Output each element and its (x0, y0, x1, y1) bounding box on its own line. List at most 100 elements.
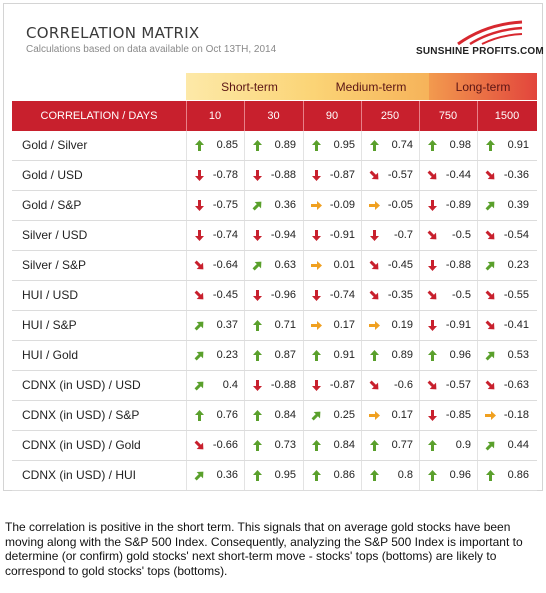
correlation-cell: -0.36 (477, 161, 535, 190)
cell-divider (303, 311, 304, 340)
trend-arrow-downright-icon (427, 230, 437, 240)
correlation-value: 0.96 (449, 469, 471, 481)
cell-divider (244, 401, 245, 430)
trend-arrow-flat-icon (369, 201, 380, 210)
correlation-cell: 0.63 (244, 251, 302, 280)
cell-divider (477, 311, 478, 340)
correlation-value: 0.73 (274, 439, 296, 451)
cell-divider (186, 191, 187, 220)
trend-arrow-up-icon (428, 140, 437, 151)
correlation-cell: 0.86 (477, 461, 535, 490)
row-label: Gold / Silver (22, 138, 88, 152)
trend-arrow-up-icon (486, 140, 495, 151)
cell-divider (244, 161, 245, 190)
correlation-value: 0.85 (216, 139, 238, 151)
trend-arrow-upright-icon (485, 201, 495, 211)
correlation-cell: -0.09 (303, 191, 361, 220)
correlation-cell: -0.54 (477, 221, 535, 250)
sunshine-profits-logo[interactable]: SUNSHINE PROFITS.COM (416, 20, 544, 64)
table-row: HUI / S&P 0.37 0.71 0.17 0.19 -0.91 -0.41 (12, 311, 537, 341)
cell-divider (477, 431, 478, 460)
header-divider (303, 101, 304, 131)
table-row: Gold / Silver 0.85 0.89 0.95 0.74 0.98 0.91 (12, 131, 537, 161)
correlation-value: 0.86 (507, 469, 529, 481)
correlation-value: 0.01 (333, 259, 355, 271)
correlation-cell: 0.95 (244, 461, 302, 490)
correlation-cell: 0.4 (186, 371, 244, 400)
trend-arrow-down-icon (312, 380, 321, 391)
correlation-value: -0.89 (445, 199, 471, 211)
trend-arrow-downright-icon (485, 320, 495, 330)
correlation-value: 0.98 (449, 139, 471, 151)
correlation-value: -0.45 (212, 289, 238, 301)
correlation-value: 0.19 (391, 319, 413, 331)
correlation-cell: -0.6 (361, 371, 419, 400)
cell-divider (186, 131, 187, 160)
correlation-cell: 0.23 (477, 251, 535, 280)
correlation-value: -0.75 (212, 199, 238, 211)
cell-divider (361, 401, 362, 430)
correlation-value: -0.87 (329, 169, 355, 181)
cell-divider (244, 221, 245, 250)
trend-arrow-upright-icon (485, 351, 495, 361)
cell-divider (244, 281, 245, 310)
correlation-cell: 0.84 (303, 431, 361, 460)
correlation-cell: 0.96 (419, 461, 477, 490)
header-divider (361, 101, 362, 131)
correlation-value: 0.37 (216, 319, 238, 331)
correlation-cell: 0.23 (186, 341, 244, 370)
trend-arrow-downright-icon (485, 170, 495, 180)
cell-divider (303, 251, 304, 280)
cell-divider (244, 251, 245, 280)
cell-divider (244, 431, 245, 460)
header-day-30: 30 (267, 110, 280, 122)
trend-arrow-downright-icon (485, 380, 495, 390)
trend-arrow-up-icon (195, 140, 204, 151)
trend-arrow-down-icon (253, 170, 262, 181)
cell-divider (244, 191, 245, 220)
cell-divider (477, 131, 478, 160)
row-label: HUI / USD (22, 288, 79, 302)
cell-divider (477, 401, 478, 430)
cell-divider (419, 341, 420, 370)
correlation-value: -0.91 (445, 319, 471, 331)
trend-arrow-down-icon (428, 410, 437, 421)
trend-arrow-flat-icon (311, 321, 322, 330)
trend-arrow-up-icon (486, 470, 495, 481)
row-label: CDNX (in USD) / Gold (22, 438, 141, 452)
correlation-value: -0.45 (387, 259, 413, 271)
correlation-value: 0.91 (507, 139, 529, 151)
cell-divider (186, 281, 187, 310)
cell-divider (419, 401, 420, 430)
cell-divider (186, 431, 187, 460)
correlation-cell: -0.88 (244, 161, 302, 190)
cell-divider (419, 431, 420, 460)
correlation-value: 0.9 (455, 439, 471, 451)
trend-arrow-flat-icon (311, 201, 322, 210)
correlation-value: 0.23 (216, 349, 238, 361)
cell-divider (303, 161, 304, 190)
correlation-cell: 0.44 (477, 431, 535, 460)
trend-arrow-downright-icon (369, 170, 379, 180)
cell-divider (303, 281, 304, 310)
cell-divider (419, 311, 420, 340)
cell-divider (361, 371, 362, 400)
correlation-cell: -0.41 (477, 311, 535, 340)
correlation-value: -0.78 (212, 169, 238, 181)
header-label: CORRELATION / DAYS (40, 110, 158, 122)
cell-divider (477, 221, 478, 250)
correlation-value: 0.77 (391, 439, 413, 451)
cell-divider (303, 131, 304, 160)
correlation-cell: -0.75 (186, 191, 244, 220)
trend-arrow-down-icon (312, 230, 321, 241)
trend-arrow-down-icon (253, 290, 262, 301)
trend-arrow-up-icon (312, 440, 321, 451)
correlation-value: 0.17 (333, 319, 355, 331)
cell-divider (477, 191, 478, 220)
correlation-value: -0.57 (387, 169, 413, 181)
correlation-cell: 0.87 (244, 341, 302, 370)
correlation-value: 0.95 (333, 139, 355, 151)
table-row: CDNX (in USD) / S&P 0.76 0.84 0.25 0.17 -0.85… (12, 401, 537, 431)
cell-divider (361, 431, 362, 460)
trend-arrow-flat-icon (369, 411, 380, 420)
